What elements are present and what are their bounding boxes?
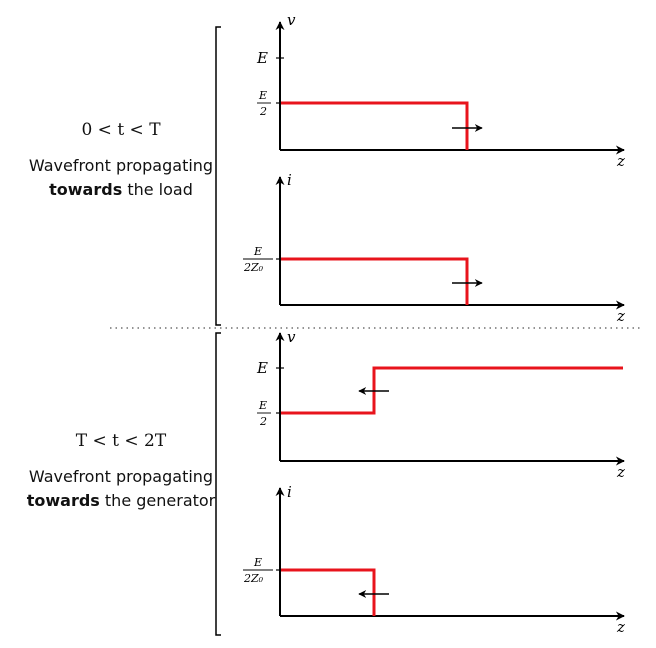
section1-caption: 0 < t < T Wavefront propagating towards … (6, 120, 236, 202)
s1-voltage-half-num: E (258, 89, 267, 102)
section1-desc-rest: the load (127, 180, 193, 199)
section2-desc-bold: towards (26, 491, 100, 510)
plot-s2-current: i z E 2Z₀ (243, 483, 625, 636)
section1-desc-line1: Wavefront propagating (28, 156, 214, 175)
s2-voltage-tick-E-label: E (256, 359, 268, 377)
section2-time-condition: T < t < 2T (75, 431, 167, 451)
s1-voltage-half-den: 2 (259, 105, 267, 118)
s2-voltage-z-label: z (616, 463, 625, 481)
section1-desc-bold: towards (49, 180, 123, 199)
section2-description: Wavefront propagating towards the genera… (6, 465, 236, 513)
s2-voltage-waveform (281, 366, 623, 415)
s2-current-axis-label: i (287, 483, 292, 501)
s2-voltage-half-den: 2 (259, 415, 267, 428)
s1-voltage-axis-label: v (287, 11, 296, 29)
s1-voltage-z-label: z (616, 152, 625, 170)
s2-voltage-half-num: E (258, 399, 267, 412)
s1-current-axis-label: i (287, 171, 292, 189)
plot-s2-voltage: v z E E 2 (256, 328, 625, 481)
section1-bracket (215, 26, 221, 326)
s2-current-tick-den: 2Z₀ (243, 572, 264, 585)
section2-bracket (215, 332, 221, 636)
plot-s1-current: i z E 2Z₀ (243, 171, 625, 325)
s2-current-z-label: z (616, 618, 625, 636)
section1-description: Wavefront propagating towards the load (6, 154, 236, 202)
section2-desc-line1: Wavefront propagating (28, 467, 214, 486)
s1-current-z-label: z (616, 307, 625, 325)
s2-current-tick-num: E (253, 556, 262, 569)
s1-current-tick-den: 2Z₀ (243, 261, 264, 274)
s2-current-waveform (281, 568, 376, 616)
section1-time-condition: 0 < t < T (81, 120, 161, 140)
s1-voltage-tick-E-label: E (256, 49, 268, 67)
s1-current-tick-num: E (253, 245, 262, 258)
section2-desc-rest: the generator (104, 491, 216, 510)
plot-s1-voltage: v z E E 2 (256, 11, 625, 170)
s1-current-waveform (281, 257, 469, 305)
s2-voltage-axis-label: v (287, 328, 296, 346)
s1-voltage-waveform (281, 101, 469, 150)
section2-caption: T < t < 2T Wavefront propagating towards… (6, 431, 236, 513)
